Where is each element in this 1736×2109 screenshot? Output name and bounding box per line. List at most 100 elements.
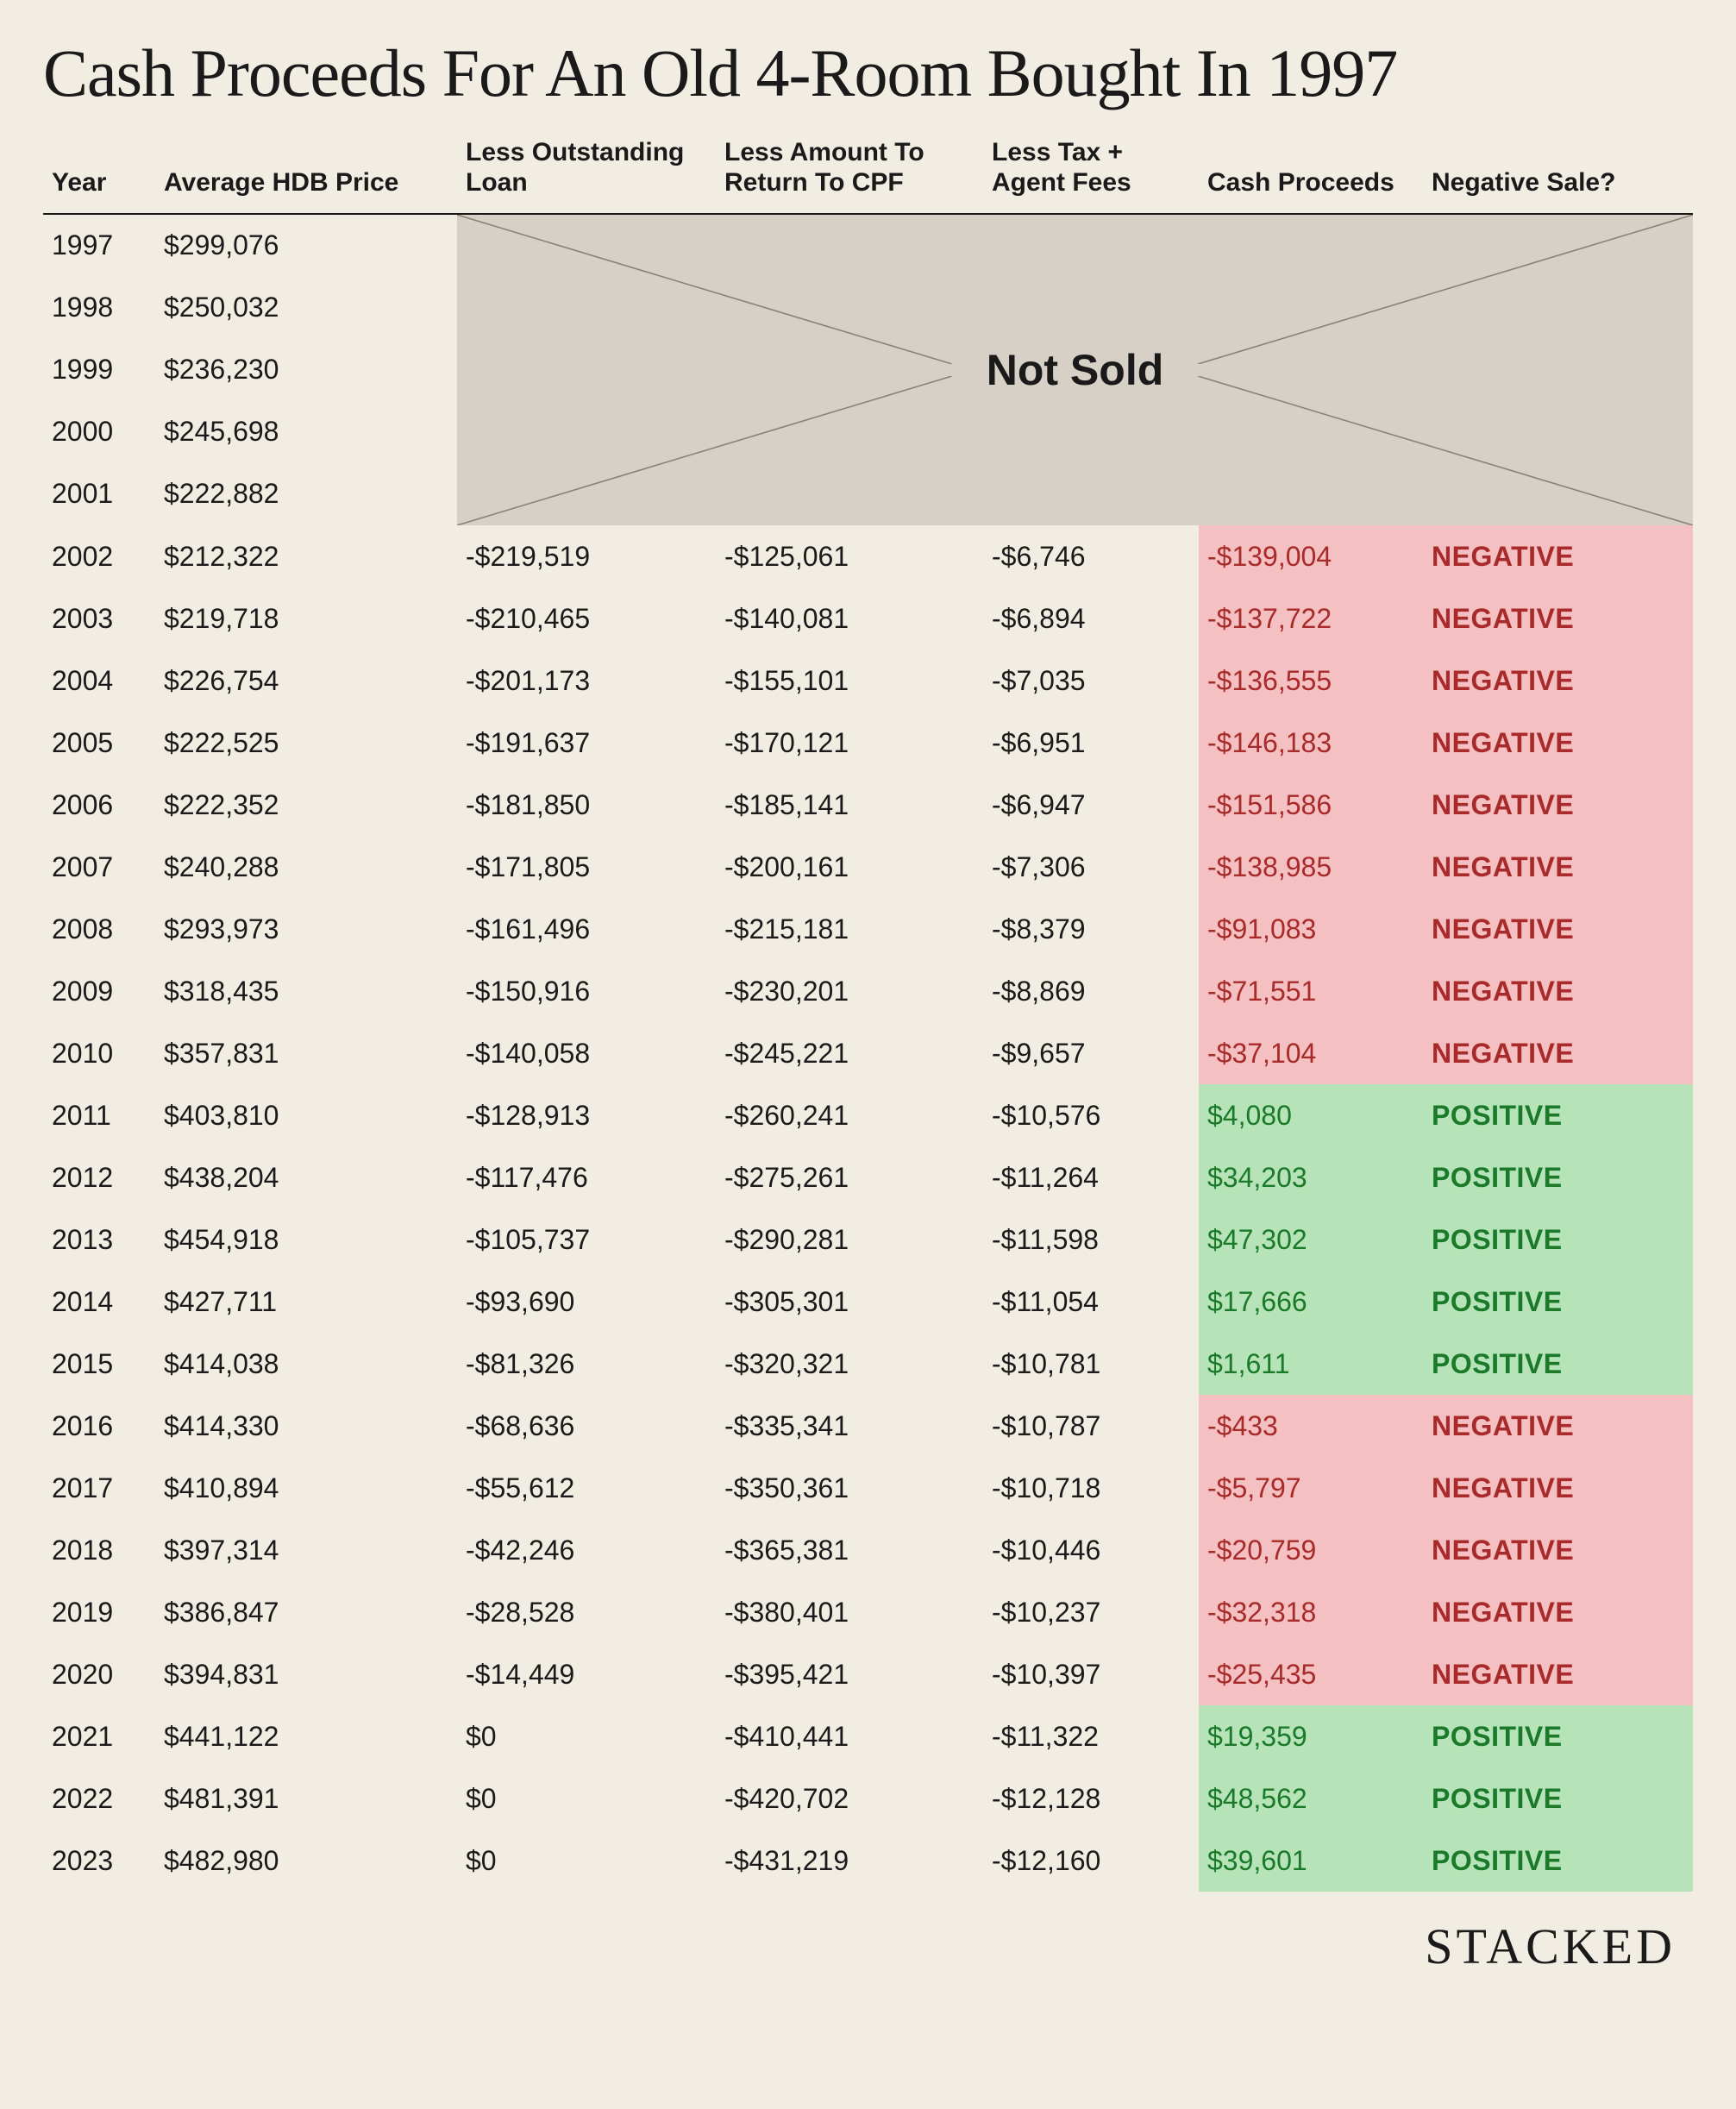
cell-cpf: -$431,219 [716,1830,983,1892]
cell-year: 2005 [43,712,155,774]
cell-status: POSITIVE [1423,1705,1693,1767]
cell-cash: -$139,004 [1199,525,1423,587]
cell-loan: -$219,519 [457,525,716,587]
cell-cash: -$71,551 [1199,960,1423,1022]
cell-price: $438,204 [155,1146,457,1208]
cell-cash: -$25,435 [1199,1643,1423,1705]
col-cpf: Less Amount To Return To CPF [716,138,983,214]
cell-loan: -$128,913 [457,1084,716,1146]
cell-year: 2017 [43,1457,155,1519]
cell-cpf: -$350,361 [716,1457,983,1519]
cell-tax: -$11,322 [983,1705,1199,1767]
not-sold-block: Not Sold [457,214,1693,525]
table-row: 2011$403,810-$128,913-$260,241-$10,576$4… [43,1084,1693,1146]
cell-status: POSITIVE [1423,1333,1693,1395]
cell-price: $219,718 [155,587,457,650]
cell-cpf: -$230,201 [716,960,983,1022]
cell-cpf: -$170,121 [716,712,983,774]
cell-cash: -$91,083 [1199,898,1423,960]
table-row: 2015$414,038-$81,326-$320,321-$10,781$1,… [43,1333,1693,1395]
cell-price: $240,288 [155,836,457,898]
cell-loan: $0 [457,1705,716,1767]
cell-tax: -$12,128 [983,1767,1199,1830]
cell-price: $410,894 [155,1457,457,1519]
cell-loan: -$150,916 [457,960,716,1022]
cell-price: $318,435 [155,960,457,1022]
cell-price: $357,831 [155,1022,457,1084]
cell-tax: -$10,397 [983,1643,1199,1705]
cell-cash: -$37,104 [1199,1022,1423,1084]
cell-status: POSITIVE [1423,1208,1693,1271]
cell-loan: $0 [457,1830,716,1892]
cell-tax: -$6,951 [983,712,1199,774]
cell-loan: -$14,449 [457,1643,716,1705]
cell-year: 2016 [43,1395,155,1457]
cell-loan: -$201,173 [457,650,716,712]
col-price: Average HDB Price [155,138,457,214]
cell-tax: -$7,306 [983,836,1199,898]
cell-cash: -$151,586 [1199,774,1423,836]
cell-status: NEGATIVE [1423,774,1693,836]
table-row: 2005$222,525-$191,637-$170,121-$6,951-$1… [43,712,1693,774]
cell-cash: -$32,318 [1199,1581,1423,1643]
cell-cash: $17,666 [1199,1271,1423,1333]
cell-loan: -$191,637 [457,712,716,774]
cell-status: POSITIVE [1423,1146,1693,1208]
cell-tax: -$6,947 [983,774,1199,836]
cell-cash: $19,359 [1199,1705,1423,1767]
cell-cpf: -$215,181 [716,898,983,960]
cash-proceeds-table: Year Average HDB Price Less Outstanding … [43,138,1693,1892]
cell-price: $226,754 [155,650,457,712]
cell-year: 2015 [43,1333,155,1395]
cell-tax: -$9,657 [983,1022,1199,1084]
cell-year: 2002 [43,525,155,587]
cell-cash: $39,601 [1199,1830,1423,1892]
cell-year: 2001 [43,463,155,525]
cell-year: 2004 [43,650,155,712]
cell-status: NEGATIVE [1423,525,1693,587]
cell-loan: -$210,465 [457,587,716,650]
cell-price: $212,322 [155,525,457,587]
table-row: 2016$414,330-$68,636-$335,341-$10,787-$4… [43,1395,1693,1457]
cell-tax: -$10,237 [983,1581,1199,1643]
cell-price: $394,831 [155,1643,457,1705]
cell-cpf: -$365,381 [716,1519,983,1581]
cell-year: 2018 [43,1519,155,1581]
table-row: 2007$240,288-$171,805-$200,161-$7,306-$1… [43,836,1693,898]
cell-year: 2007 [43,836,155,898]
cell-year: 2023 [43,1830,155,1892]
cell-price: $414,330 [155,1395,457,1457]
table-row: 2003$219,718-$210,465-$140,081-$6,894-$1… [43,587,1693,650]
cell-price: $236,230 [155,338,457,400]
cell-status: NEGATIVE [1423,1457,1693,1519]
col-tax: Less Tax + Agent Fees [983,138,1199,214]
cell-cash: -$137,722 [1199,587,1423,650]
cell-cash: -$433 [1199,1395,1423,1457]
cell-tax: -$11,264 [983,1146,1199,1208]
col-cash: Cash Proceeds [1199,138,1423,214]
cell-price: $482,980 [155,1830,457,1892]
cell-loan: -$105,737 [457,1208,716,1271]
table-row: 2022$481,391$0-$420,702-$12,128$48,562PO… [43,1767,1693,1830]
cell-year: 2020 [43,1643,155,1705]
cell-price: $481,391 [155,1767,457,1830]
table-row: 2008$293,973-$161,496-$215,181-$8,379-$9… [43,898,1693,960]
cell-loan: -$81,326 [457,1333,716,1395]
cell-loan: -$171,805 [457,836,716,898]
cell-cash: -$146,183 [1199,712,1423,774]
table-row: 2019$386,847-$28,528-$380,401-$10,237-$3… [43,1581,1693,1643]
cell-cash: $47,302 [1199,1208,1423,1271]
cell-cpf: -$125,061 [716,525,983,587]
cell-status: POSITIVE [1423,1271,1693,1333]
cell-status: POSITIVE [1423,1830,1693,1892]
cell-status: NEGATIVE [1423,960,1693,1022]
cell-loan: -$117,476 [457,1146,716,1208]
cell-price: $250,032 [155,276,457,338]
cell-year: 2006 [43,774,155,836]
cell-loan: -$93,690 [457,1271,716,1333]
cell-price: $245,698 [155,401,457,463]
cell-cpf: -$245,221 [716,1022,983,1084]
cell-loan: -$28,528 [457,1581,716,1643]
cell-year: 2000 [43,401,155,463]
cell-tax: -$8,869 [983,960,1199,1022]
